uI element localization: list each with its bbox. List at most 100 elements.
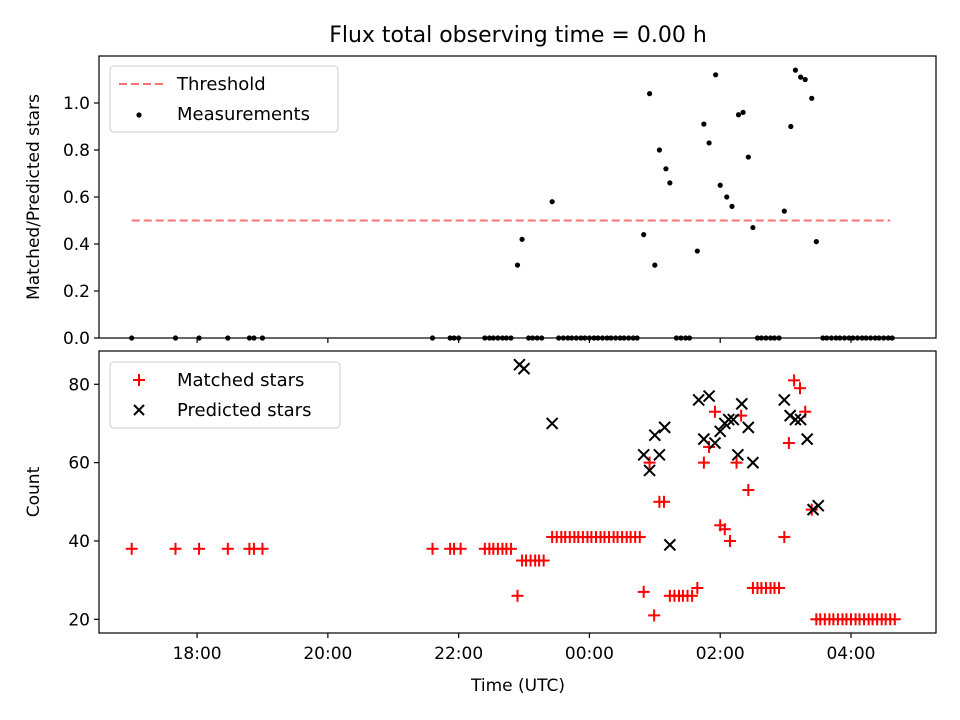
matched-star-point bbox=[773, 581, 786, 594]
measurement-point bbox=[813, 239, 819, 245]
measurement-point bbox=[701, 121, 707, 127]
measurement-point bbox=[792, 67, 799, 73]
matched-star-point bbox=[793, 382, 806, 395]
predicted-star-point bbox=[692, 393, 705, 407]
top-legend-box bbox=[109, 65, 339, 133]
matched-star-point bbox=[788, 374, 801, 387]
predicted-star-point bbox=[727, 413, 740, 426]
matched-star-point bbox=[778, 531, 791, 544]
measurement-point bbox=[646, 91, 653, 97]
predicted-star-point bbox=[789, 413, 802, 426]
predicted-star-point bbox=[648, 429, 662, 442]
bottom-x-tick-label: 18:00 bbox=[173, 644, 222, 664]
legend-matched-swatch bbox=[133, 374, 145, 386]
predicted-star-point bbox=[708, 436, 722, 450]
matched-star-point bbox=[730, 456, 743, 469]
top-x-axis-ticks bbox=[196, 338, 852, 343]
legend-measurements-label: Measurements bbox=[177, 104, 310, 125]
bottom-y-tick-label: 20 bbox=[68, 610, 90, 630]
predicted-star-point bbox=[658, 421, 671, 434]
bottom-x-tick-label: 00:00 bbox=[565, 644, 614, 664]
bottom-x-tick-label: 22:00 bbox=[434, 644, 483, 664]
matched-star-point bbox=[637, 585, 650, 598]
matched-star-point bbox=[537, 554, 550, 567]
bottom-x-tick-label: 02:00 bbox=[696, 644, 745, 664]
matched-star-point bbox=[454, 542, 467, 555]
measurement-point bbox=[549, 199, 555, 205]
top-legend: Threshold Measurements bbox=[109, 65, 339, 133]
matched-star-point bbox=[193, 542, 206, 555]
matched-star-point bbox=[426, 542, 439, 555]
predicted-star-point bbox=[702, 389, 716, 403]
matched-star-point bbox=[657, 495, 670, 508]
predicted-star-point bbox=[746, 456, 760, 469]
matched-star-point bbox=[643, 456, 656, 469]
predicted-star-point bbox=[697, 432, 711, 446]
legend-matched-label: Matched stars bbox=[177, 370, 304, 391]
measurement-point bbox=[713, 72, 719, 78]
legend-predicted-label: Predicted stars bbox=[177, 400, 311, 421]
predicted-star-point bbox=[800, 432, 814, 446]
matched-star-point bbox=[648, 609, 661, 622]
measurement-point bbox=[519, 236, 525, 242]
top-y-tick-label: 0.8 bbox=[63, 141, 90, 161]
legend-measurements-swatch bbox=[136, 112, 142, 118]
predicted-star-point bbox=[722, 413, 735, 426]
matched-star-point bbox=[782, 437, 795, 450]
measurement-point bbox=[656, 147, 662, 153]
measurement-point bbox=[652, 262, 658, 268]
matched-star-point bbox=[256, 542, 269, 555]
bottom-legend-box bbox=[109, 361, 341, 429]
bottom-y-tick-label: 40 bbox=[68, 532, 90, 552]
matched-star-point bbox=[742, 484, 755, 497]
bottom-y-axis: 20 40 60 80 bbox=[68, 375, 99, 630]
top-y-axis-label: Matched/Predicted stars bbox=[24, 94, 44, 300]
matched-star-point bbox=[686, 589, 699, 602]
legend-threshold-label: Threshold bbox=[176, 74, 266, 95]
measurement-point bbox=[740, 109, 746, 115]
measurement-point bbox=[641, 232, 647, 238]
matched-star-point bbox=[221, 542, 234, 555]
bottom-x-tick-label: 20:00 bbox=[303, 644, 352, 664]
measurement-point bbox=[781, 208, 787, 214]
top-y-tick-label: 0.4 bbox=[63, 235, 90, 255]
predicted-star-point bbox=[731, 448, 745, 461]
top-y-axis: 0.0 0.2 0.4 0.6 0.8 1.0 bbox=[63, 94, 99, 349]
top-panel: Flux total observing time = 0.00 h 0.0 0.… bbox=[24, 23, 937, 349]
measurement-point bbox=[663, 166, 669, 172]
predicted-star-point bbox=[545, 417, 559, 430]
bottom-y-axis-label: Count bbox=[24, 466, 44, 517]
measurement-point bbox=[694, 248, 700, 254]
measurement-point bbox=[735, 112, 742, 118]
matched-star-point bbox=[504, 542, 517, 555]
top-y-tick-label: 0.0 bbox=[63, 329, 90, 349]
predicted-star-point bbox=[663, 538, 677, 552]
bottom-y-tick-label: 60 bbox=[68, 454, 90, 474]
predicted-star-point bbox=[714, 425, 727, 438]
chart-title: Flux total observing time = 0.00 h bbox=[329, 23, 707, 48]
measurement-point bbox=[745, 154, 751, 160]
matched-star-point bbox=[708, 405, 721, 418]
top-y-tick-label: 1.0 bbox=[63, 94, 90, 114]
legend-predicted-swatch bbox=[133, 404, 145, 416]
matched-star-point bbox=[511, 589, 524, 602]
x-axis-label: Time (UTC) bbox=[470, 676, 565, 696]
matched-star-point bbox=[125, 542, 138, 555]
predicted-star-point bbox=[742, 421, 755, 434]
predicted-star-point bbox=[653, 448, 666, 461]
measurement-point bbox=[729, 203, 735, 209]
matched-star-point bbox=[718, 523, 731, 536]
matched-star-point bbox=[169, 542, 182, 555]
bottom-marks bbox=[125, 358, 901, 626]
bottom-plot-frame bbox=[98, 350, 937, 634]
measurement-point bbox=[717, 182, 723, 188]
measurement-point bbox=[798, 74, 804, 80]
matched-star-point bbox=[691, 581, 704, 594]
measurement-point bbox=[514, 262, 521, 268]
measurement-point bbox=[802, 76, 808, 83]
measurement-point bbox=[809, 95, 815, 101]
measurement-point bbox=[788, 123, 794, 130]
predicted-star-point bbox=[812, 499, 825, 512]
predicted-star-point bbox=[517, 362, 531, 375]
